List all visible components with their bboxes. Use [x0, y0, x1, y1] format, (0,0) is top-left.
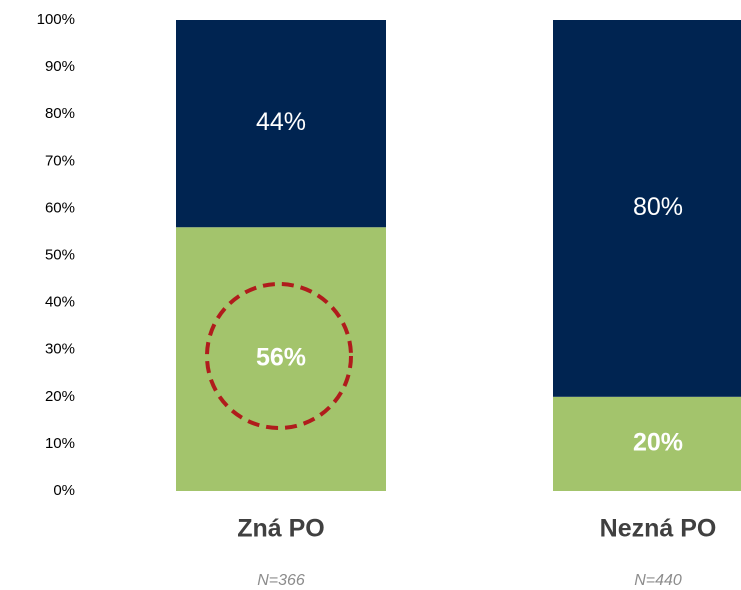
y-tick-label: 20%: [45, 388, 75, 405]
value-label: 56%: [256, 344, 306, 372]
y-tick-label: 60%: [45, 199, 75, 216]
x-tick-label: Nezná PO: [600, 515, 717, 543]
y-tick-label: 50%: [45, 246, 75, 263]
sample-size: N=366: [257, 572, 305, 589]
y-tick-label: 80%: [45, 105, 75, 122]
bar-segment: [553, 396, 741, 491]
y-tick-label: 70%: [45, 152, 75, 169]
highlight-circle: [205, 282, 353, 430]
y-tick-label: 10%: [45, 435, 75, 452]
y-tick-label: 40%: [45, 294, 75, 311]
sample-size: N=440: [634, 572, 682, 589]
value-label: 80%: [633, 193, 683, 221]
bar-segment: [553, 20, 741, 397]
x-tick-label: Zná PO: [237, 515, 325, 543]
value-label: 44%: [256, 108, 306, 136]
y-tick-label: 0%: [53, 482, 75, 499]
value-label: 20%: [633, 429, 683, 457]
y-tick-label: 100%: [37, 11, 75, 28]
bar-segment: [176, 20, 386, 228]
y-tick-label: 90%: [45, 58, 75, 75]
y-tick-label: 30%: [45, 341, 75, 358]
